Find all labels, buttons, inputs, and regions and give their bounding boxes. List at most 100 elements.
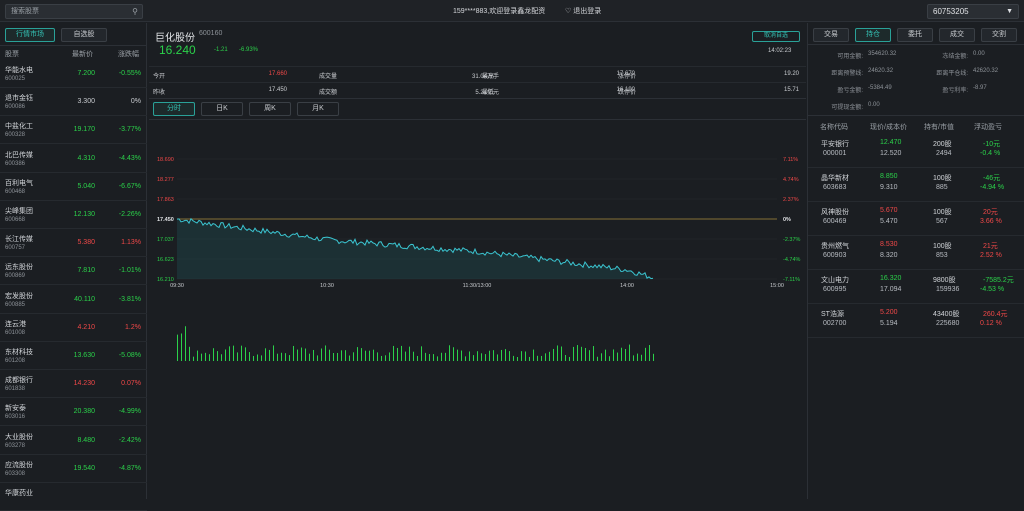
holding-code: 600469 <box>823 218 847 225</box>
volume-bar <box>301 347 302 361</box>
volume-bar <box>453 347 454 361</box>
stock-name: 新安泰 <box>5 405 26 413</box>
volume-bar <box>193 356 194 361</box>
logout-button[interactable]: ♡ 退出登录 <box>565 6 601 16</box>
volume-bar <box>401 345 402 361</box>
volume-bar <box>277 353 278 361</box>
logout-label: 退出登录 <box>573 8 602 15</box>
volume-bar <box>225 349 226 361</box>
stock-list-item[interactable]: 宏发股份 600885 40.110 -3.81% <box>0 286 147 314</box>
volume-bar <box>261 355 262 361</box>
account-number: 60753205 <box>933 7 969 16</box>
volume-bar <box>513 355 514 361</box>
tab-intraday[interactable]: 分时 <box>153 102 195 116</box>
volume-bar <box>601 353 602 361</box>
tab-market[interactable]: 行情市场 <box>5 28 55 42</box>
holding-row[interactable]: 平安银行 000001 12.470 12.520 200股 2494 -10元 -0.4 % <box>808 134 1024 168</box>
stock-list-item[interactable]: 长江传媒 600757 5.380 1.13% <box>0 229 147 258</box>
fund-label: 距离预警线: <box>831 71 863 77</box>
stock-price: 7.200 <box>77 70 95 77</box>
stock-price: 12.130 <box>73 211 95 218</box>
tab-monthly-k[interactable]: 月K <box>297 102 339 116</box>
intraday-chart[interactable]: 18.690 18.277 17.863 17.450 17.037 16.623 16.2… <box>149 121 806 371</box>
fund-value: -5384.49 <box>868 85 892 91</box>
stock-list-item[interactable]: 北巴传媒 600386 4.310 -4.43% <box>0 145 147 173</box>
stock-list-item[interactable]: 尖峰集团 600668 12.130 -2.26% <box>0 201 147 229</box>
holding-row[interactable]: 晶华新材 603683 8.850 9.310 100股 885 -46元 -4.94 % <box>808 168 1024 202</box>
holding-qty: 200股 <box>933 141 952 148</box>
account-select[interactable]: 60753205 ▼ <box>927 4 1019 19</box>
holding-name: ST浩源 <box>821 311 844 318</box>
stock-name: 宏发股份 <box>5 292 33 300</box>
quote-value: 16.190 <box>616 87 635 93</box>
stock-change: -4.99% <box>118 408 141 416</box>
stock-list-item[interactable]: 成都银行 601838 14.230 0.07% <box>0 370 147 399</box>
stock-price: 8.480 <box>77 436 95 444</box>
stock-price: 4.210 <box>77 323 95 331</box>
volume-bar <box>505 349 506 361</box>
stock-list-item[interactable]: 退市金钰 600086 3.300 0% <box>0 88 147 117</box>
holding-row[interactable]: 文山电力 600995 16.320 17.094 9800股 159936 -7585.2… <box>808 270 1024 304</box>
volume-bar <box>573 346 574 361</box>
stock-change: 1.2% <box>125 323 141 331</box>
volume-bar <box>269 349 270 361</box>
stock-list-item[interactable]: 华能水电 600025 7.200 -0.55% <box>0 60 147 88</box>
stock-list-item[interactable]: 新安泰 603016 20.380 -4.99% <box>0 398 147 427</box>
holding-row[interactable]: 贵州燃气 600903 8.530 8.320 100股 853 21元 2.52 % <box>808 236 1024 270</box>
volume-bar <box>637 353 638 361</box>
volume-bar <box>645 347 646 361</box>
y-tick-label-pct: 4.74% <box>783 177 799 183</box>
col-header-pl: 浮动盈亏 <box>974 124 1002 131</box>
stock-price: 7.810 <box>77 267 95 275</box>
stock-list-item[interactable]: 中盐化工 600328 19.170 -3.77% <box>0 116 147 145</box>
stock-price: 19.540 <box>73 464 95 472</box>
stock-list-item[interactable]: 大业股份 603278 8.480 -2.42% <box>0 427 147 455</box>
stock-list-item[interactable]: 百利电气 600468 5.040 -6.67% <box>0 173 147 201</box>
top-bar: 搜索股票 ⚲ 159****883,欢迎登录鑫龙配资 ♡ 退出登录 607532… <box>0 0 1024 22</box>
logout-icon: ♡ <box>565 8 572 15</box>
quote-label: 最高 <box>482 74 495 80</box>
volume-bar <box>481 353 482 361</box>
volume-bar <box>353 352 354 361</box>
tab-watchlist[interactable]: 自选股 <box>61 28 107 42</box>
stock-code: 600386 <box>5 160 26 167</box>
stock-change: -5.08% <box>118 352 141 359</box>
volume-bar <box>365 350 366 361</box>
volume-bar <box>461 350 462 361</box>
search-input[interactable]: 搜索股票 ⚲ <box>5 4 143 19</box>
stock-price: 20.380 <box>73 408 95 416</box>
holding-row[interactable]: 风神股份 600469 5.670 5.470 100股 567 20元 3.66 % <box>808 202 1024 236</box>
volume-bar <box>441 352 442 361</box>
holding-row[interactable]: ST浩源 002700 5.200 5.194 43400股 225680 260.4元 0.… <box>808 304 1024 338</box>
holding-cost: 9.310 <box>880 184 898 191</box>
remove-favorite-button[interactable]: 取消自选 <box>752 31 800 42</box>
volume-bar <box>553 348 554 361</box>
stock-code: 601208 <box>5 358 26 364</box>
chevron-down-icon[interactable]: ▼ <box>1006 8 1013 15</box>
tab-deals[interactable]: 成交 <box>939 28 975 42</box>
stock-list-item[interactable]: 远东股份 600869 7.810 -1.01% <box>0 257 147 286</box>
tab-orders[interactable]: 委托 <box>897 28 933 42</box>
search-icon[interactable]: ⚲ <box>132 7 138 16</box>
stock-price: 4.310 <box>77 154 95 162</box>
holding-code: 603683 <box>823 184 847 191</box>
stock-name: 百利电气 <box>5 179 33 187</box>
fund-row: 可用金额: 354620.32 冻结金额: 0.00 <box>808 46 1024 64</box>
stock-change: 0% <box>130 98 141 106</box>
holding-pl-pct: -4.53 % <box>980 286 1005 293</box>
volume-bar <box>293 345 294 361</box>
holding-name: 风神股份 <box>821 209 849 216</box>
stock-list-item[interactable]: 连云港 601008 4.210 1.2% <box>0 314 147 342</box>
tab-weekly-k[interactable]: 周K <box>249 102 291 116</box>
stock-change: -0.55% <box>118 70 141 77</box>
x-tick-label: 15:00 <box>770 283 784 289</box>
stock-list-item[interactable]: 东材科技 601208 13.630 -5.08% <box>0 342 147 370</box>
stock-list-item[interactable]: 应流股份 603308 19.540 -4.87% <box>0 455 147 483</box>
tab-settlement[interactable]: 交割 <box>981 28 1017 42</box>
stock-price: 14.230 <box>73 380 95 388</box>
tab-positions[interactable]: 持仓 <box>855 28 891 42</box>
tab-trade[interactable]: 交易 <box>813 28 849 42</box>
stock-list-item[interactable]: 华康药业 <box>0 483 147 511</box>
tab-daily-k[interactable]: 日K <box>201 102 243 116</box>
quote-label: 涨停价 <box>618 74 637 80</box>
